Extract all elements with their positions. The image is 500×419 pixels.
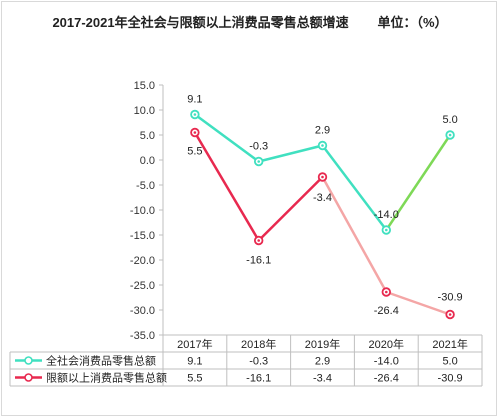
table-value: -14.0	[374, 356, 399, 368]
data-label: -0.3	[249, 141, 268, 153]
data-label: 5.5	[187, 146, 202, 158]
y-tick-label: -5.0	[136, 180, 155, 192]
data-label: 2.9	[315, 125, 330, 137]
data-point-center	[257, 160, 261, 163]
series-segment	[193, 131, 260, 242]
legend-marker	[24, 373, 33, 382]
data-point-center	[448, 133, 452, 137]
x-category-label: 2020年	[369, 337, 404, 351]
chart-title: 2017-2021年全社会与限额以上消费品零售总额增速 单位：（%）	[52, 15, 448, 30]
y-tick-label: -15.0	[130, 230, 155, 242]
data-point-center	[448, 313, 452, 316]
x-category-label: 2021年	[432, 337, 467, 351]
data-point-center	[321, 175, 324, 179]
data-label: -30.9	[438, 292, 463, 304]
data-point-center	[193, 113, 197, 116]
data-point-center	[257, 239, 261, 242]
table-value: 5.0	[442, 356, 457, 368]
data-label: -26.4	[374, 305, 399, 317]
data-point-center	[193, 131, 197, 134]
y-tick-label: 5.0	[140, 130, 155, 142]
data-point-center	[385, 228, 388, 232]
series-segment	[257, 175, 324, 242]
series-segment	[257, 144, 324, 163]
x-category-label: 2019年	[305, 337, 340, 351]
data-point-center	[321, 144, 324, 147]
data-label: -14.0	[374, 209, 399, 221]
table-value: -26.4	[374, 373, 399, 385]
data-point-center	[385, 290, 388, 294]
y-tick-label: -10.0	[130, 205, 155, 217]
legend-label: 限额以上消费品零售总额	[46, 371, 167, 385]
y-tick-label: -25.0	[130, 280, 155, 292]
data-label: -3.4	[313, 192, 332, 204]
data-label: -16.1	[246, 255, 271, 267]
series-segment	[193, 113, 260, 163]
legend-marker	[24, 356, 33, 365]
y-tick-label: -30.0	[130, 305, 155, 317]
legend-label: 全社会消费品零售总额	[46, 354, 156, 368]
y-tick-label: 15.0	[134, 80, 155, 92]
table-value: 2.9	[315, 356, 330, 368]
x-category-label: 2018年	[241, 337, 276, 351]
table-value: -0.3	[249, 356, 268, 368]
table-value: -30.9	[438, 373, 463, 385]
data-label: 5.0	[442, 114, 457, 126]
series-segment	[385, 290, 452, 316]
series-segment	[321, 175, 388, 294]
table-value: 5.5	[187, 373, 202, 385]
series-segment	[321, 144, 388, 232]
y-tick-label: 10.0	[134, 105, 155, 117]
table-value: -16.1	[246, 373, 271, 385]
table-value: 9.1	[187, 356, 202, 368]
y-tick-label: -35.0	[130, 330, 155, 342]
series-segment	[385, 133, 452, 232]
y-tick-label: -20.0	[130, 255, 155, 267]
table-value: -3.4	[313, 373, 332, 385]
y-tick-label: 0.0	[140, 155, 155, 167]
x-category-label: 2017年	[177, 337, 212, 351]
data-label: 9.1	[187, 94, 202, 106]
